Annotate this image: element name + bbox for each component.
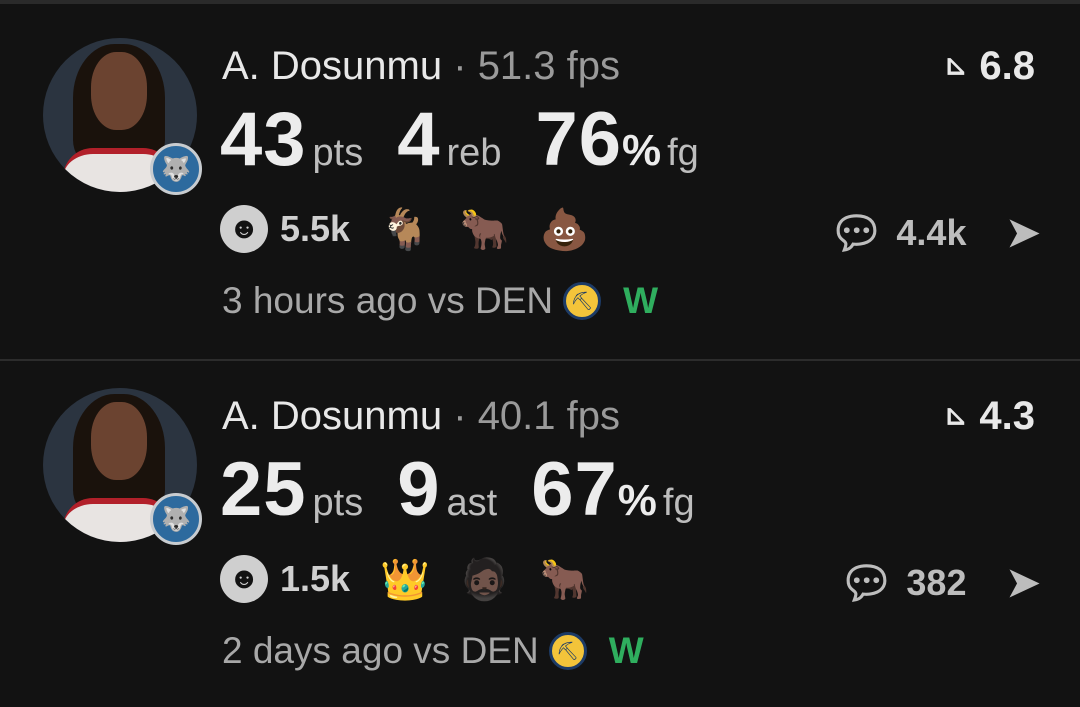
post-card[interactable]: 🐺 A. Dosunmu · 40.1 fps ⊿ 4.3 25 pts 9 ast …	[0, 350, 1080, 700]
send-icon[interactable]: ➤	[1006, 561, 1040, 605]
crown-emoji-icon[interactable]: 👑	[380, 557, 430, 602]
rating: ⊿ 6.8	[942, 44, 1035, 88]
rating: ⊿ 4.3	[942, 394, 1035, 438]
post-divider	[0, 359, 1080, 361]
nuggets-logo-icon: ⛏	[563, 282, 602, 320]
post-card[interactable]: 🐺 A. Dosunmu · 51.3 fps ⊿ 6.8 43 pts 4 reb …	[0, 0, 1080, 350]
fps-value: 40.1 fps	[477, 394, 621, 438]
timberwolves-logo-icon: 🐺	[150, 143, 202, 195]
nuggets-logo-icon: ⛏	[548, 632, 587, 670]
poop-emoji-icon[interactable]: 💩	[539, 207, 590, 252]
reaction-count: 5.5k	[280, 208, 351, 249]
game-result: W	[608, 630, 644, 671]
smiley-icon[interactable]: ☻	[220, 205, 268, 253]
reaction-count: 1.5k	[280, 558, 351, 599]
ox-emoji-icon[interactable]: 🐂	[539, 557, 590, 602]
timberwolves-logo-icon: 🐺	[150, 493, 202, 545]
comments[interactable]: 💬︎ 382 ➤	[839, 557, 1040, 609]
top-divider	[0, 0, 1080, 4]
stat-line: 43 pts 4 reb 76% fg	[220, 97, 699, 182]
goat-emoji-icon[interactable]: 🐐	[380, 207, 430, 252]
game-info: 2 days ago vs DEN ⛏ W	[222, 630, 644, 671]
rating-icon: ⊿	[942, 404, 974, 429]
ox-emoji-icon[interactable]: 🐂	[459, 207, 510, 252]
smiley-icon[interactable]: ☻	[220, 555, 268, 603]
player-name-line: A. Dosunmu · 40.1 fps	[222, 394, 621, 438]
game-info: 3 hours ago vs DEN ⛏ W	[222, 280, 659, 321]
comment-count: 382	[906, 562, 967, 603]
comment-bubble-icon: 💬︎	[838, 559, 895, 608]
game-result: W	[623, 280, 659, 321]
reactions: ☻ 1.5k 👑 🧔🏿 🐂	[220, 555, 620, 603]
comment-count: 4.4k	[896, 212, 967, 253]
player-name[interactable]: A. Dosunmu	[222, 44, 443, 88]
fps-value: 51.3 fps	[477, 44, 621, 88]
player-name[interactable]: A. Dosunmu	[222, 394, 443, 438]
stat-line: 25 pts 9 ast 67% fg	[220, 447, 695, 532]
comment-bubble-icon: 💬︎	[828, 209, 885, 258]
face-emoji-icon[interactable]: 🧔🏿	[459, 557, 510, 602]
player-name-line: A. Dosunmu · 51.3 fps	[222, 44, 621, 88]
send-icon[interactable]: ➤	[1006, 211, 1040, 255]
comments[interactable]: 💬︎ 4.4k ➤	[829, 207, 1040, 259]
reactions: ☻ 5.5k 🐐 🐂 💩	[220, 205, 620, 253]
rating-icon: ⊿	[942, 54, 974, 79]
